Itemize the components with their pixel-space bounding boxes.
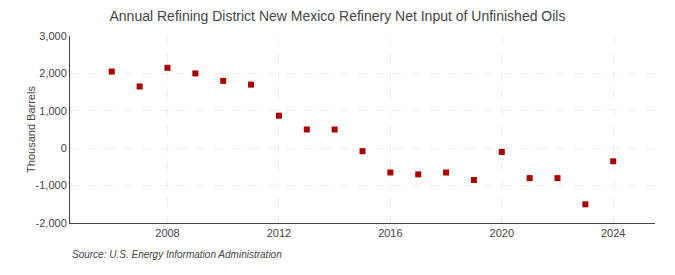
svg-text:0: 0 bbox=[61, 142, 67, 154]
svg-text:-1,000: -1,000 bbox=[36, 179, 67, 191]
svg-text:2020: 2020 bbox=[490, 227, 514, 239]
svg-text:2016: 2016 bbox=[378, 227, 402, 239]
svg-text:2008: 2008 bbox=[155, 227, 179, 239]
svg-text:Source: U.S. Energy Informatio: Source: U.S. Energy Information Administ… bbox=[72, 249, 282, 260]
svg-text:2,000: 2,000 bbox=[39, 67, 67, 79]
svg-text:Annual Refining District New M: Annual Refining District New Mexico Refi… bbox=[110, 8, 566, 24]
svg-text:2024: 2024 bbox=[601, 227, 625, 239]
svg-text:-2,000: -2,000 bbox=[36, 217, 67, 229]
svg-text:3,000: 3,000 bbox=[39, 30, 67, 42]
svg-text:Thousand Barrels: Thousand Barrels bbox=[25, 86, 37, 173]
svg-text:2012: 2012 bbox=[267, 227, 291, 239]
svg-text:1,000: 1,000 bbox=[39, 105, 67, 117]
